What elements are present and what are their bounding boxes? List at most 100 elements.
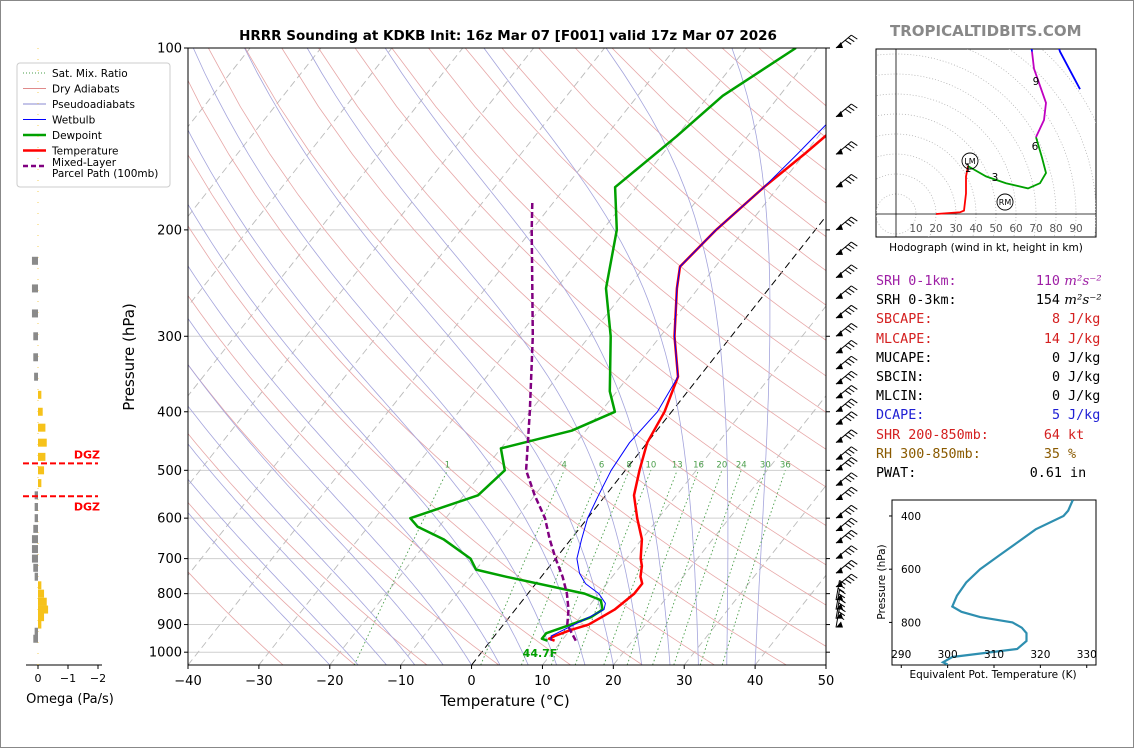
wind-barb-feather: [851, 385, 858, 390]
omega-bar: [31, 284, 38, 293]
omega-bar: [38, 581, 42, 590]
temperature-tick-label: 10: [534, 674, 551, 689]
param-label: SBCAPE:: [876, 312, 933, 328]
wind-barb-feather: [851, 173, 858, 179]
wind-barb-flag: [836, 330, 843, 337]
wind-barb: [835, 285, 858, 300]
wind-barb-flag: [836, 347, 843, 354]
temperature-tick-label: 30: [676, 674, 693, 689]
param-label: SRH 0-1km:: [876, 274, 957, 289]
temperature-tick-label: 40: [747, 674, 764, 689]
profile-dewpoint: [409, 48, 797, 642]
mixing-ratio-line: [520, 470, 603, 665]
wind-barb-feather: [839, 589, 846, 595]
wind-barb-feather: [851, 486, 858, 492]
pseudoadiabat: [244, 48, 614, 665]
mixing-ratio-line: [353, 470, 448, 665]
omega-bar: [38, 620, 42, 629]
wind-barb-feather: [847, 507, 855, 513]
wind-barb-feather: [851, 517, 858, 523]
omega-panel: 0 −1 −2 DGZ DGZ: [23, 48, 106, 685]
pressure-tick-label: 100: [157, 42, 182, 57]
hodograph-segment: [1031, 51, 1047, 138]
isotherm: [188, 48, 464, 397]
mixing-ratio-label: 20: [716, 460, 727, 470]
pressure-tick-label: 1000: [149, 646, 182, 661]
legend-label: Wetbulb: [52, 115, 96, 127]
dry-adiabat: [428, 48, 826, 413]
pseudoadiabat: [188, 443, 387, 665]
hodograph-segment: [935, 165, 969, 215]
omega-bar: [38, 452, 46, 461]
pressure-tick-label: 800: [157, 587, 182, 602]
pressure-axis-label: Pressure (hPa): [120, 303, 138, 411]
hodograph-height-label: 9: [1033, 76, 1040, 88]
wind-barb-feather: [851, 472, 858, 478]
wind-barb-feather: [844, 434, 852, 440]
wind-barb-feather: [851, 304, 858, 310]
wind-barb-feather: [847, 413, 855, 419]
wind-barb-feather: [851, 411, 858, 417]
omega-bar: [34, 514, 38, 523]
dry-adiabat: [501, 48, 826, 341]
param-value: 0: [1051, 350, 1060, 366]
param-value: 110: [1035, 274, 1060, 289]
wind-barb: [835, 323, 858, 337]
wind-barb-feather: [851, 573, 858, 579]
param-unit: J/kg: [1060, 331, 1101, 347]
param-value: 14: [1043, 331, 1060, 347]
omega-bar: [31, 309, 38, 318]
wind-barb-feather: [851, 285, 858, 291]
wind-barb-feather: [851, 559, 858, 565]
param-row: MLCAPE: 14 J/kg: [876, 330, 1102, 349]
wind-barb-feather: [844, 491, 852, 497]
wind-barb-feather: [844, 550, 852, 556]
pseudoadiabat: [188, 203, 529, 665]
wind-barb-flag: [836, 524, 843, 531]
wind-barb-flag: [836, 405, 843, 412]
pressure-tick-label: 300: [157, 330, 182, 345]
omega-bar: [38, 605, 49, 614]
omega-bar: [34, 572, 38, 581]
temperature-tick-label: 20: [605, 674, 622, 689]
wind-barb-flag: [836, 181, 843, 188]
wind-barb-feather: [851, 141, 858, 146]
param-value: 35: [1043, 446, 1060, 462]
param-unit: J/kg: [1060, 389, 1101, 405]
mixing-ratio-line: [721, 470, 786, 665]
mixing-ratio-label: 8: [626, 460, 631, 470]
wind-barb-flag: [836, 479, 843, 486]
theta-e-frame: [891, 499, 1097, 666]
skewt-profiles: [409, 48, 826, 642]
dry-adiabat: [188, 501, 356, 665]
wind-barb-staff: [835, 580, 840, 601]
wind-barb-feather: [844, 146, 852, 152]
surface-temperature-label: 44.7F: [523, 647, 558, 660]
wind-barb-feather: [844, 290, 852, 296]
pseudoadiabat: [188, 511, 331, 665]
mixing-ratio-label: 30: [760, 460, 771, 470]
legend-label: Temperature: [51, 146, 119, 158]
legend-label: Mixed-Layer: [52, 157, 117, 169]
pseudoadiabat: [731, 48, 771, 665]
omega-bar: [31, 554, 38, 563]
mixing-ratio-line: [480, 470, 565, 665]
wind-barb-flag: [836, 363, 843, 370]
wind-barb: [835, 429, 858, 444]
hodograph-tick-label: 30: [949, 223, 962, 235]
wind-barb: [835, 559, 858, 574]
dry-adiabat: [188, 79, 787, 665]
wind-barb-feather: [847, 143, 855, 149]
param-row: SHR 200-850mb: 64 kt: [876, 426, 1102, 445]
isotherm: [258, 48, 747, 665]
wind-barb-staff: [835, 598, 840, 619]
omega-bar: [38, 589, 45, 598]
isotherm: [188, 48, 535, 487]
hodograph-tick-label: 90: [1069, 223, 1082, 235]
dgz-label: DGZ: [74, 448, 100, 461]
wind-barb-feather: [839, 580, 846, 585]
dry-adiabat: [354, 48, 826, 488]
theta-e-xtick-label: 290: [891, 649, 911, 661]
wind-barb-feather: [847, 176, 855, 182]
wind-barb-feather: [838, 593, 846, 599]
